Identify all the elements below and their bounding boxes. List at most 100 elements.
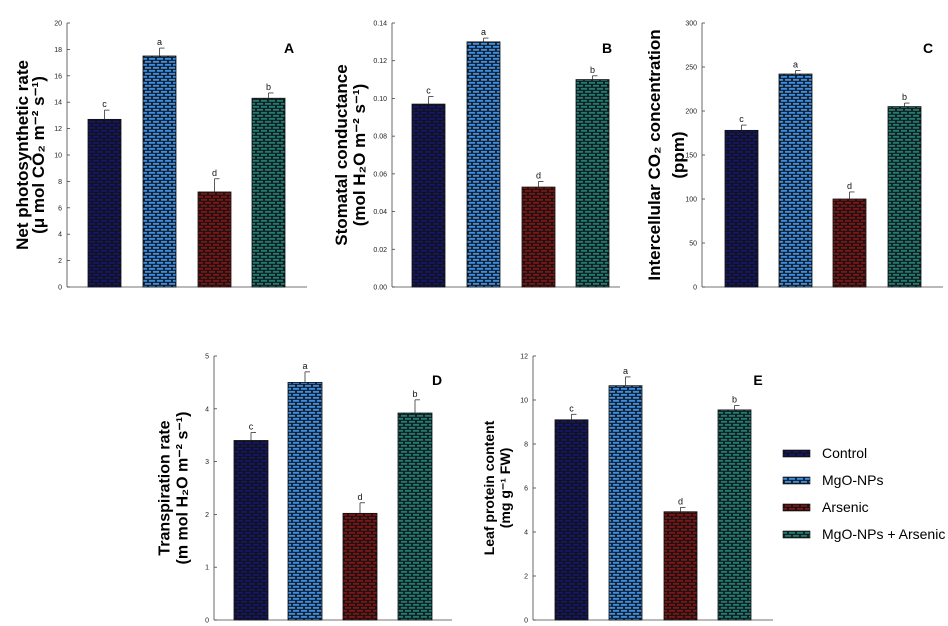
panel-label: C bbox=[923, 40, 933, 56]
bar-control bbox=[87, 118, 122, 288]
y-tick-label: 8 bbox=[58, 179, 62, 186]
bar-mgo-nps-arsenic bbox=[251, 97, 286, 288]
panel-a: 0 2 4 6 8 10 12 14 16 18 20 c a d b Net photosynthetic … bbox=[13, 21, 307, 292]
y-tick-label: 6 bbox=[524, 486, 528, 493]
bar-control bbox=[411, 103, 446, 288]
significance-letter: a bbox=[623, 366, 628, 376]
y-tick-label: 0.04 bbox=[373, 209, 387, 216]
y-tick-label: 200 bbox=[685, 109, 697, 116]
legend: Control MgO-NPs Arsenic MgO-NPs + Arsenic bbox=[782, 445, 945, 542]
bar-control bbox=[233, 440, 269, 621]
significance-letter: c bbox=[426, 86, 431, 96]
y-tick-label: 10 bbox=[520, 398, 528, 405]
y-tick-label: 10 bbox=[54, 153, 62, 160]
y-axis-label: Transpiration rate bbox=[157, 420, 174, 555]
y-tick-label: 0.00 bbox=[373, 285, 387, 292]
panel-e: 0 2 4 6 8 10 12 c a d b Leaf protein content (mg g⁻¹… bbox=[481, 354, 773, 625]
y-tick-label: 1 bbox=[205, 565, 209, 572]
significance-letter: b bbox=[902, 92, 907, 102]
bar-arsenic bbox=[521, 186, 556, 288]
y-tick-label: 2 bbox=[205, 512, 209, 519]
y-axis-label: (m mol H₂O m⁻² s⁻¹) bbox=[175, 412, 192, 565]
panel-label: B bbox=[602, 40, 612, 56]
bar-mgo-nps-arsenic bbox=[397, 412, 433, 621]
y-tick-label: 8 bbox=[524, 442, 528, 449]
y-tick-label: 150 bbox=[685, 153, 697, 160]
y-tick-label: 0 bbox=[58, 285, 62, 292]
y-tick-label: 0.08 bbox=[373, 134, 387, 141]
significance-letter: d bbox=[678, 496, 683, 506]
y-tick-label: 0 bbox=[205, 618, 209, 625]
y-axis-label: Net photosynthetic rate bbox=[13, 60, 32, 250]
legend-swatch bbox=[782, 530, 811, 539]
bar-mgo-nps-arsenic bbox=[717, 409, 752, 621]
y-tick-label: 4 bbox=[58, 232, 62, 239]
significance-letter: b bbox=[590, 65, 595, 75]
y-axis-label: (mg g⁻¹ FW) bbox=[497, 448, 513, 528]
significance-letter: a bbox=[157, 37, 162, 47]
y-axis-label: Leaf protein content bbox=[481, 420, 497, 555]
significance-letter: c bbox=[569, 403, 574, 413]
y-tick-label: 3 bbox=[205, 459, 209, 466]
y-tick-label: 0 bbox=[693, 285, 697, 292]
y-tick-label: 250 bbox=[685, 65, 697, 72]
panel-c: 0 50 100 150 200 250 300 c a d b Intercellular CO₂ … bbox=[645, 21, 943, 292]
legend-label: Control bbox=[822, 445, 867, 461]
significance-letter: d bbox=[847, 181, 852, 191]
significance-letter: c bbox=[102, 99, 107, 109]
legend-swatch bbox=[782, 503, 811, 512]
significance-letter: c bbox=[739, 114, 744, 124]
significance-letter: d bbox=[357, 492, 362, 502]
bar-mgo-nps-arsenic bbox=[887, 106, 922, 288]
y-tick-label: 4 bbox=[205, 406, 209, 413]
legend-swatch bbox=[782, 476, 811, 485]
panel-b: 0.00 0.02 0.04 0.06 0.08 0.10 0.12 0.14 c a d b Stom… bbox=[332, 21, 620, 292]
legend-label: Arsenic bbox=[822, 499, 869, 515]
bar-control bbox=[554, 419, 589, 621]
y-tick-label: 12 bbox=[520, 354, 528, 361]
y-tick-label: 0.02 bbox=[373, 247, 387, 254]
significance-letter: b bbox=[412, 389, 417, 399]
y-tick-label: 2 bbox=[524, 574, 528, 581]
panel-label: A bbox=[284, 40, 294, 56]
significance-letter: b bbox=[266, 82, 271, 92]
bar-mgo-nps bbox=[287, 381, 323, 621]
panel-d: 0 1 2 3 4 5 c a d b Transpiration rate (m mol H₂O m… bbox=[157, 354, 452, 625]
bar-mgo-nps-arsenic bbox=[575, 79, 610, 288]
y-tick-label: 5 bbox=[205, 354, 209, 361]
y-tick-label: 0.14 bbox=[373, 21, 387, 28]
bar-mgo-nps bbox=[142, 55, 177, 288]
y-tick-label: 6 bbox=[58, 205, 62, 212]
y-tick-label: 100 bbox=[685, 197, 697, 204]
panel-label: E bbox=[753, 372, 762, 388]
significance-letter: a bbox=[302, 361, 307, 371]
y-tick-label: 14 bbox=[54, 100, 62, 107]
y-tick-label: 2 bbox=[58, 258, 62, 265]
bar-mgo-nps bbox=[466, 41, 501, 288]
significance-letter: c bbox=[249, 422, 254, 432]
legend-label: MgO-NPs + Arsenic bbox=[822, 526, 945, 542]
y-axis-label: (μ mol CO₂ m⁻² s⁻¹) bbox=[29, 76, 48, 234]
bar-arsenic bbox=[663, 511, 698, 621]
bar-arsenic bbox=[832, 198, 867, 288]
bar-arsenic bbox=[197, 191, 232, 288]
significance-letter: b bbox=[732, 395, 737, 405]
y-tick-label: 50 bbox=[689, 241, 697, 248]
bar-control bbox=[724, 129, 759, 288]
bar-mgo-nps bbox=[608, 385, 643, 621]
y-tick-label: 20 bbox=[54, 21, 62, 28]
y-axis-label: Intercellular CO₂ concentration bbox=[645, 29, 664, 280]
y-tick-label: 4 bbox=[524, 530, 528, 537]
y-tick-label: 0.10 bbox=[373, 96, 387, 103]
legend-label: MgO-NPs bbox=[822, 472, 883, 488]
y-axis-label: (ppm) bbox=[669, 131, 688, 178]
y-tick-label: 12 bbox=[54, 126, 62, 133]
significance-letter: d bbox=[212, 168, 217, 178]
panel-label: D bbox=[432, 372, 442, 388]
significance-letter: a bbox=[793, 60, 798, 70]
significance-letter: d bbox=[536, 170, 541, 180]
bar-arsenic bbox=[342, 512, 378, 621]
significance-letter: a bbox=[481, 27, 486, 37]
y-tick-label: 18 bbox=[54, 47, 62, 54]
